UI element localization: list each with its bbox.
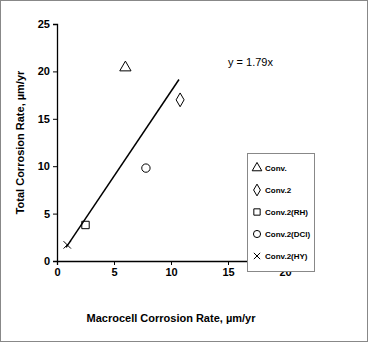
tick-mark: [114, 261, 115, 265]
tick-mark: [228, 261, 229, 265]
tick-label: 20: [38, 65, 50, 77]
legend-marker: [252, 162, 262, 170]
tick-label: 5: [111, 266, 117, 278]
legend-label: Conv.2(DCl): [265, 230, 311, 239]
tick: 25: [38, 18, 57, 30]
tick-mark: [53, 119, 57, 120]
tick-label: 15: [222, 266, 234, 278]
point: [120, 61, 131, 71]
x-axis-title: Macrocell Corrosion Rate, µm/yr: [87, 312, 257, 324]
legend-label: Conv.2(HY): [265, 252, 308, 261]
tick-label: 0: [44, 255, 50, 267]
tick-mark: [53, 261, 57, 262]
tick: 15: [222, 261, 234, 278]
point: [176, 93, 184, 107]
legend-marker: [254, 209, 260, 215]
legend-label: Conv.2: [265, 186, 292, 195]
annotation: y = 1.79x: [228, 56, 273, 68]
plot-area: [64, 61, 185, 248]
legend-label: Conv.2(RH): [265, 208, 308, 217]
legend-box: [248, 154, 315, 272]
tick: 15: [38, 113, 57, 125]
tick-label: 0: [54, 266, 60, 278]
tick-mark: [53, 214, 57, 215]
tick: 20: [38, 65, 57, 77]
y-axis-title: Total Corrosion Rate, µm/yr: [14, 70, 26, 214]
tick: 5: [44, 208, 57, 220]
tick: 0: [54, 261, 60, 278]
tick-mark: [53, 71, 57, 72]
legend-marker: [254, 184, 261, 196]
tick: 10: [38, 160, 57, 172]
legend-marker: [253, 230, 260, 237]
chart: 0 5 10 15 200 5 10 15 20 25 Macrocell Corrosion Ra…: [0, 0, 368, 342]
legend: Conv. Conv.2 Conv.2(RH) Conv.2(DCl) Conv.2(H…: [248, 154, 315, 272]
y-axis: 0 5 10 15 20 25: [38, 18, 58, 267]
legend-label: Conv.: [265, 164, 287, 173]
tick: 5: [111, 261, 117, 278]
tick: 0: [44, 255, 57, 267]
legend-marker: [254, 253, 260, 259]
chart-border: [1, 1, 368, 342]
tick-label: 10: [165, 266, 177, 278]
tick: 10: [165, 261, 177, 278]
trend-line: [66, 79, 179, 247]
tick-mark: [53, 24, 57, 25]
tick-label: 25: [38, 18, 50, 30]
tick-label: 5: [44, 208, 50, 220]
y-axis-line: [53, 25, 58, 262]
tick-mark: [171, 261, 172, 265]
tick-mark: [53, 166, 57, 167]
tick-label: 10: [38, 160, 50, 172]
point: [142, 164, 150, 172]
tick-label: 15: [38, 113, 50, 125]
